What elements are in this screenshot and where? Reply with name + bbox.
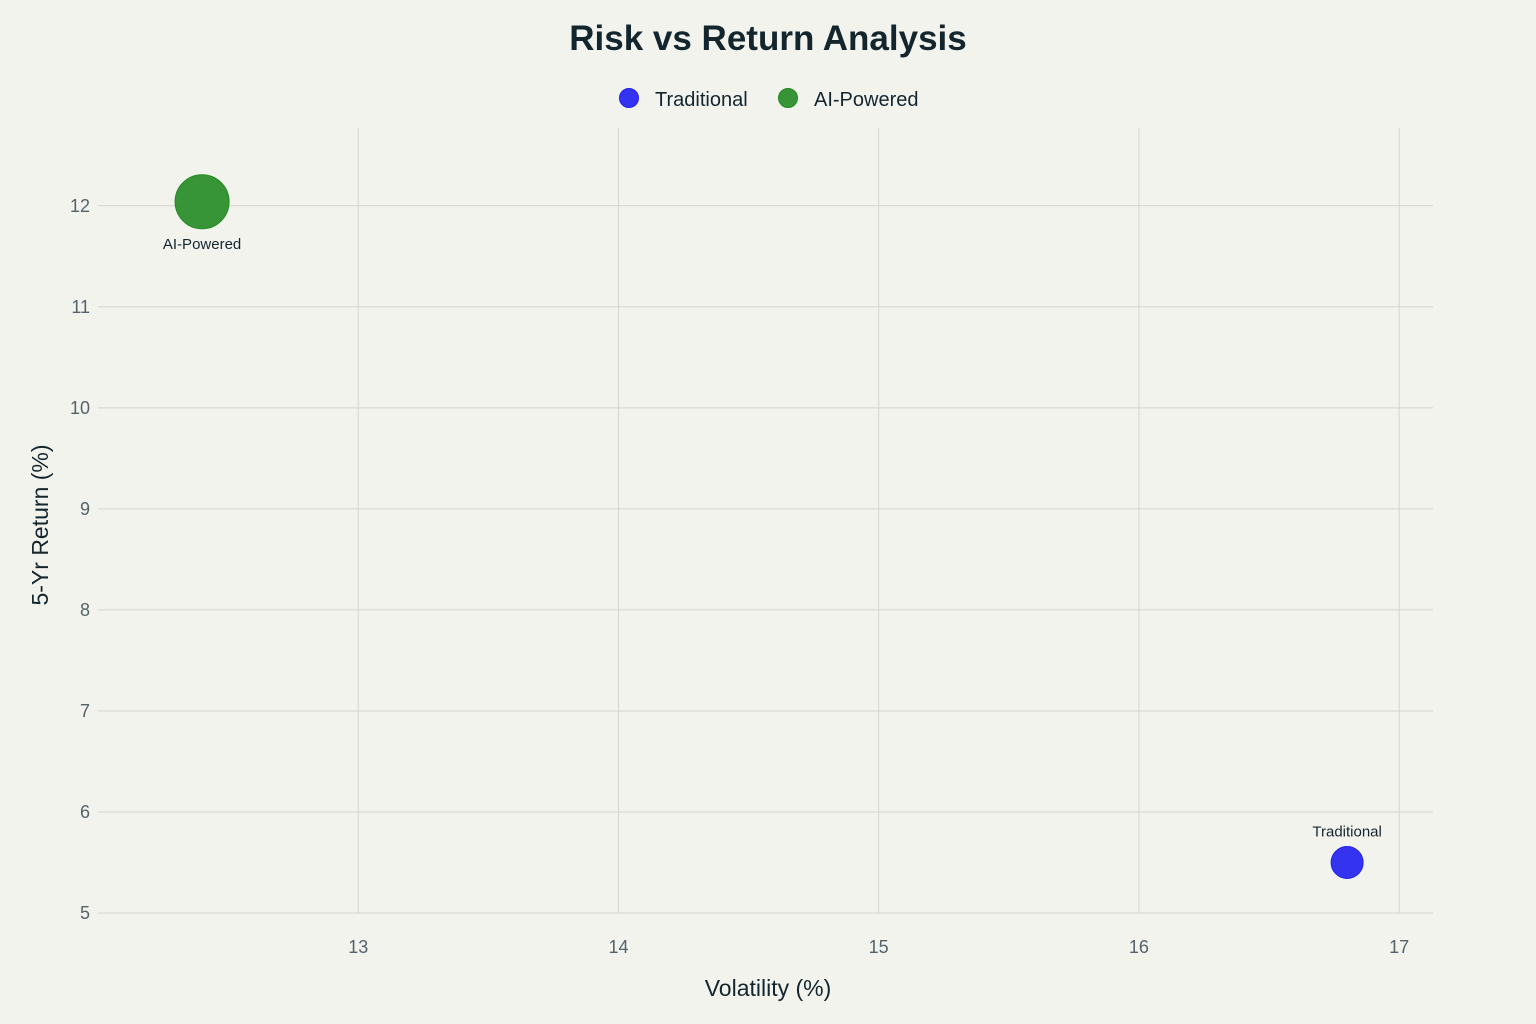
y-axis-label: 5-Yr Return (%): [27, 444, 53, 605]
legend-marker-traditional[interactable]: [619, 88, 639, 108]
y-tick-label: 7: [80, 701, 90, 721]
y-tick-label: 10: [70, 398, 90, 418]
y-tick-label: 12: [70, 196, 90, 216]
y-tick-label: 6: [80, 802, 90, 822]
grid-layer: [98, 128, 1433, 914]
legend-marker-ai-powered[interactable]: [778, 88, 798, 108]
x-tick-label: 17: [1389, 937, 1409, 957]
legend-label[interactable]: Traditional: [655, 89, 748, 111]
data-point-label: Traditional: [1312, 823, 1381, 840]
data-point-traditional[interactable]: [1330, 845, 1364, 879]
y-tick-label: 9: [80, 499, 90, 519]
x-tick-label: 16: [1129, 937, 1149, 957]
x-axis-label: Volatility (%): [705, 975, 832, 1001]
x-tick-label: 14: [608, 937, 628, 957]
legend: Traditional AI-Powered: [619, 88, 919, 111]
data-point-ai-powered[interactable]: [174, 174, 230, 230]
ticks-layer: 5 6 7 8 9 10 11 12 13 14 15 16 17: [70, 196, 1409, 957]
legend-label[interactable]: AI-Powered: [814, 89, 919, 111]
y-tick-label: 8: [80, 600, 90, 620]
data-point-label: AI-Powered: [163, 236, 241, 253]
y-tick-label: 5: [80, 903, 90, 923]
chart-title: Risk vs Return Analysis: [569, 19, 966, 58]
y-tick-label: 11: [71, 297, 90, 317]
x-tick-label: 15: [869, 937, 889, 957]
points-layer: Traditional AI-Powered: [163, 174, 1382, 879]
x-tick-label: 13: [348, 937, 368, 957]
